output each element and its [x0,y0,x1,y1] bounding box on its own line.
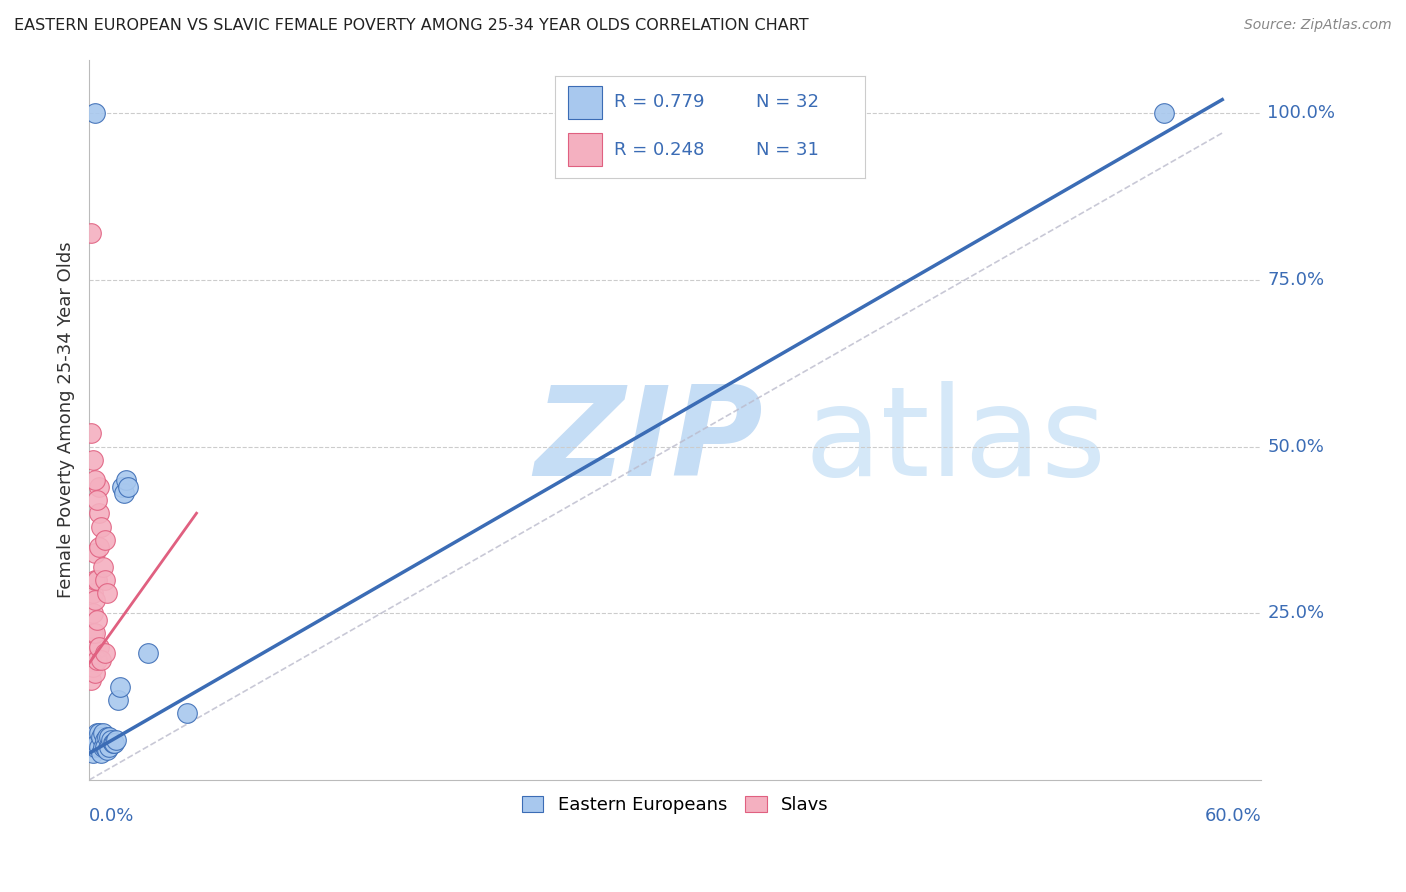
Text: N = 32: N = 32 [756,94,820,112]
Point [86,613,108,627]
Point [93,739,115,754]
Point [82,607,104,621]
Text: 100.0%: 100.0% [1267,104,1336,122]
Point [87,640,110,654]
Point [80,640,103,654]
Point [86,736,108,750]
Text: N = 31: N = 31 [756,141,820,159]
Point [91,726,114,740]
Text: R = 0.779: R = 0.779 [614,94,704,112]
Point [110,680,132,694]
Point [93,733,115,747]
Text: 25.0%: 25.0% [1267,604,1324,623]
Point [97,730,120,744]
Point [80,673,103,687]
Text: EASTERN EUROPEAN VS SLAVIC FEMALE POVERTY AMONG 25-34 YEAR OLDS CORRELATION CHAR: EASTERN EUROPEAN VS SLAVIC FEMALE POVERT… [14,18,808,33]
Point [115,473,138,487]
Text: R = 0.248: R = 0.248 [614,141,704,159]
Text: 75.0%: 75.0% [1267,271,1324,289]
Point [80,426,103,441]
Point [93,533,115,547]
Text: atlas: atlas [804,381,1107,502]
Text: 0.0%: 0.0% [89,806,135,825]
Point [86,573,108,587]
Point [84,546,107,560]
Point [84,593,107,607]
Point [87,479,110,493]
Point [91,559,114,574]
Point [93,646,115,660]
Point [84,666,107,681]
Point [87,726,110,740]
Point [90,519,112,533]
Point [82,586,104,600]
Point [176,706,198,721]
Point [103,736,125,750]
Point [82,453,104,467]
Point [87,506,110,520]
Point [90,730,112,744]
Point [80,739,103,754]
Point [101,736,124,750]
Point [84,739,107,754]
Point [1153,106,1175,120]
Bar [568,133,602,166]
Point [86,492,108,507]
Point [84,573,107,587]
Point [96,586,118,600]
Point [93,573,115,587]
Point [107,693,129,707]
Point [86,653,108,667]
Point [87,739,110,754]
Text: ZIP: ZIP [534,381,763,502]
Bar [568,87,602,119]
Point [90,747,112,761]
Point [117,479,139,493]
Point [84,733,107,747]
Text: Source: ZipAtlas.com: Source: ZipAtlas.com [1244,18,1392,32]
Point [90,653,112,667]
Point [91,739,114,754]
Point [82,626,104,640]
Point [97,739,120,754]
Text: 60.0%: 60.0% [1205,806,1261,825]
Y-axis label: Female Poverty Among 25-34 Year Olds: Female Poverty Among 25-34 Year Olds [58,242,75,599]
Legend: Eastern Europeans, Slavs: Eastern Europeans, Slavs [515,789,837,822]
Point [105,733,128,747]
Point [82,659,104,673]
Point [84,473,107,487]
Point [80,653,103,667]
Point [100,733,122,747]
Point [84,626,107,640]
Point [86,726,108,740]
Point [111,479,134,493]
Text: 50.0%: 50.0% [1267,437,1324,456]
Point [96,743,118,757]
Point [87,540,110,554]
Point [84,106,107,120]
Point [96,730,118,744]
Point [136,646,159,660]
Point [112,486,135,500]
Point [80,226,103,240]
Point [82,747,104,761]
